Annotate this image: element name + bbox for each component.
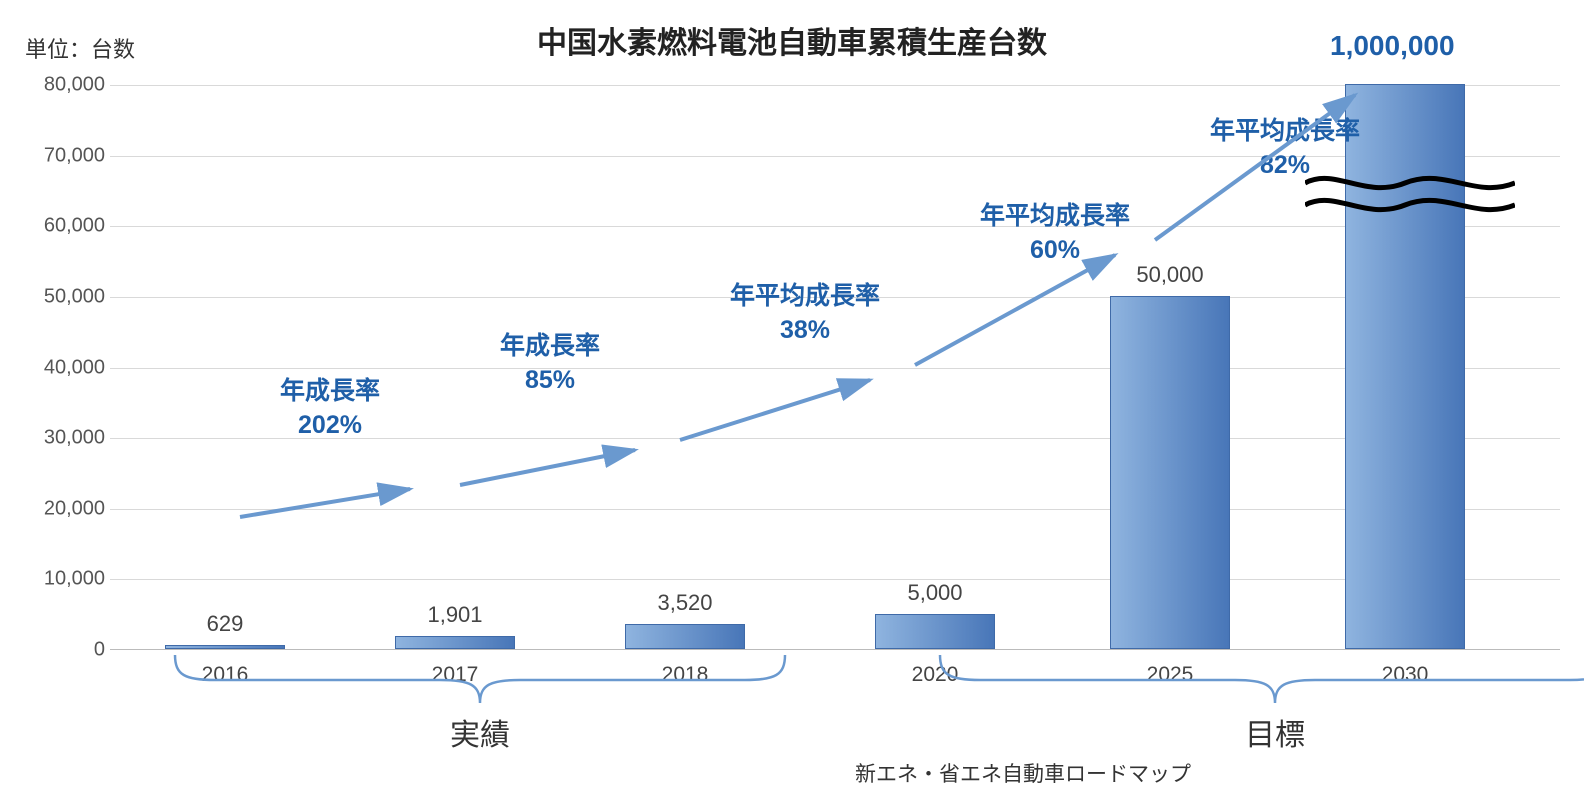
y-tick-label: 40,000 — [15, 356, 105, 379]
unit-label: 単位：台数 — [25, 32, 135, 64]
source-label: 新エネ・省エネ自動車ロードマップ — [855, 758, 1191, 788]
y-tick-label: 0 — [15, 639, 105, 662]
y-axis: 010,00020,00030,00040,00050,00060,00070,… — [15, 85, 105, 650]
group-bracket — [110, 655, 1560, 725]
chart-title: 中国水素燃料電池自動車累積生産台数 — [537, 18, 1047, 62]
group-label: 目標 — [1225, 710, 1325, 754]
axis-break-icon — [1305, 165, 1515, 225]
y-tick-label: 80,000 — [15, 74, 105, 97]
y-tick-label: 50,000 — [15, 285, 105, 308]
y-tick-label: 60,000 — [15, 215, 105, 238]
y-tick-label: 70,000 — [15, 144, 105, 167]
last-bar-value: 1,000,000 — [1330, 30, 1455, 62]
y-tick-label: 30,000 — [15, 427, 105, 450]
y-tick-label: 20,000 — [15, 497, 105, 520]
y-tick-label: 10,000 — [15, 568, 105, 591]
